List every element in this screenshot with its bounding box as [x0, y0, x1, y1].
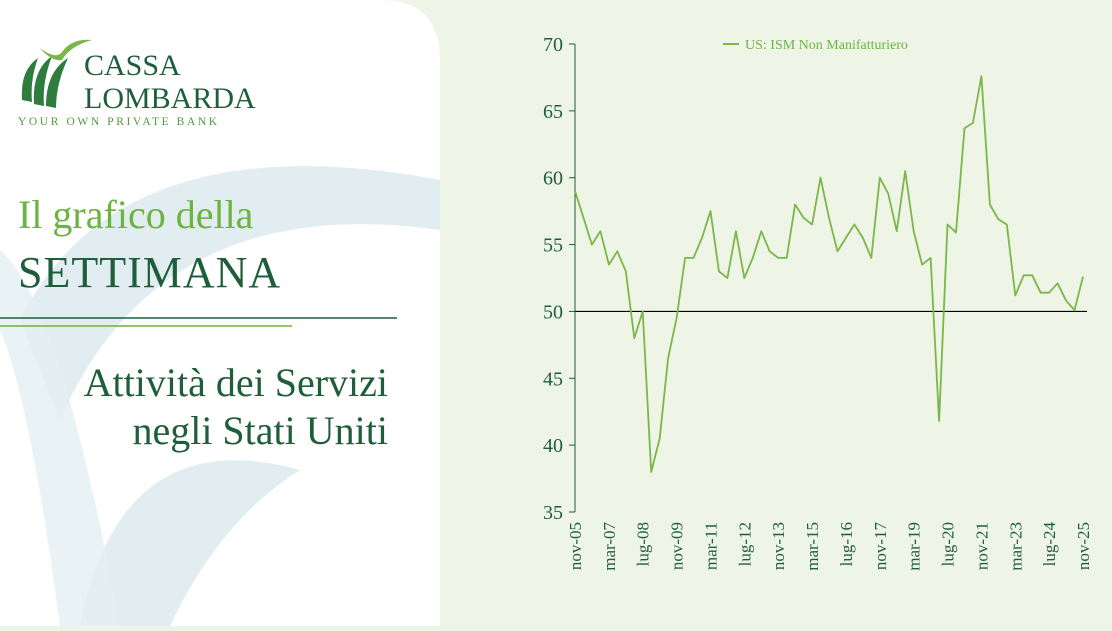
x-tick-label: nov-17 [871, 522, 890, 571]
brand-tagline: YOUR OWN PRIVATE BANK [18, 116, 220, 128]
x-tick-label: lug-20 [939, 522, 958, 566]
logo-mark [21, 39, 92, 108]
y-tick-label: 55 [543, 235, 563, 257]
x-tick-label: lug-12 [735, 522, 754, 566]
y-tick-label: 70 [543, 34, 563, 56]
brush-decoration [80, 460, 300, 626]
brush-decoration [20, 166, 440, 420]
left-panel [0, 0, 440, 626]
data-line [574, 75, 1084, 473]
y-tick-label: 40 [543, 435, 563, 457]
x-tick-label: mar-07 [600, 522, 619, 571]
x-tick-label: lug-24 [1040, 522, 1059, 567]
x-tick-label: lug-16 [837, 522, 856, 566]
legend-label: US: ISM Non Manifatturiero [745, 38, 908, 53]
subtitle: negli Stati Uniti [132, 408, 388, 453]
x-tick-label: mar-23 [1006, 522, 1025, 571]
y-tick-label: 65 [543, 101, 563, 123]
y-tick-label: 60 [543, 168, 563, 190]
subtitle: Attività dei Servizi [84, 360, 388, 405]
brand-name: CASSA [84, 49, 181, 82]
x-tick-label: nov-09 [668, 522, 687, 570]
x-tick-label: nov-21 [972, 522, 991, 570]
brush-decoration [0, 250, 120, 626]
headline: SETTIMANA [18, 248, 281, 297]
brand-name: LOMBARDA [84, 82, 256, 115]
headline: Il grafico della [18, 192, 254, 237]
y-tick-label: 45 [543, 368, 563, 390]
x-tick-label: mar-15 [803, 522, 822, 571]
x-tick-label: mar-19 [905, 522, 924, 571]
x-tick-label: nov-13 [769, 522, 788, 570]
x-tick-label: lug-08 [634, 522, 653, 566]
x-tick-label: nov-25 [1074, 522, 1093, 570]
y-tick-label: 35 [543, 502, 563, 524]
chart: 35 40 45 50 55 60 65 70 nov-05 mar-07 lug-08 nov-09… [543, 34, 1093, 571]
y-tick-label: 50 [543, 301, 563, 323]
x-tick-label: mar-11 [701, 522, 720, 570]
x-tick-label: nov-05 [566, 522, 585, 570]
